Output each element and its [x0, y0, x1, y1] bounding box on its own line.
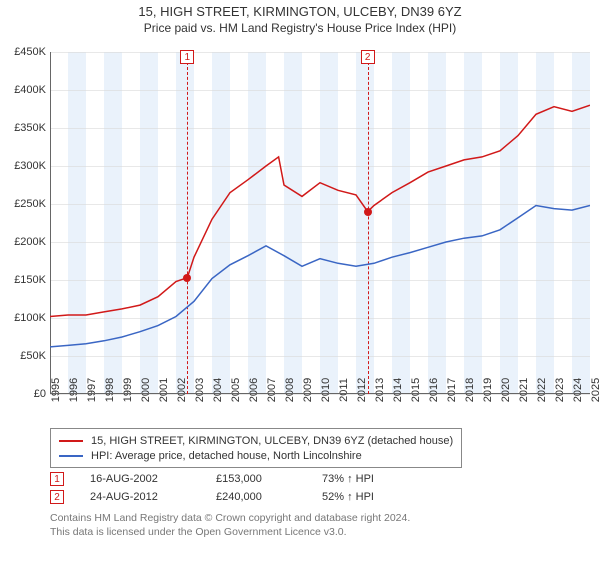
sale-row: 2 24-AUG-2012 £240,000 52% ↑ HPI — [50, 488, 402, 506]
page-title: 15, HIGH STREET, KIRMINGTON, ULCEBY, DN3… — [0, 4, 600, 19]
chart-lines — [50, 52, 590, 394]
y-axis-label: £400K — [4, 84, 46, 96]
y-axis-label: £150K — [4, 274, 46, 286]
y-axis-label: £450K — [4, 46, 46, 58]
sale-pct: 52% ↑ HPI — [322, 491, 402, 503]
sale-price: £153,000 — [216, 473, 296, 485]
y-axis-label: £100K — [4, 312, 46, 324]
sale-marker: 1 — [50, 472, 64, 486]
x-axis-label: 2025 — [590, 378, 600, 402]
legend-label: 15, HIGH STREET, KIRMINGTON, ULCEBY, DN3… — [91, 435, 453, 447]
sale-date: 16-AUG-2002 — [90, 473, 190, 485]
y-axis-label: £350K — [4, 122, 46, 134]
sale-dot — [364, 208, 372, 216]
sale-date: 24-AUG-2012 — [90, 491, 190, 503]
sale-dot — [183, 274, 191, 282]
series-hpi — [50, 206, 590, 347]
y-axis-label: £300K — [4, 160, 46, 172]
series-property — [50, 105, 590, 316]
footer-attribution: Contains HM Land Registry data © Crown c… — [50, 512, 410, 539]
legend-swatch — [59, 455, 83, 457]
page-subtitle: Price paid vs. HM Land Registry's House … — [0, 21, 600, 35]
legend-swatch — [59, 440, 83, 442]
sale-row: 1 16-AUG-2002 £153,000 73% ↑ HPI — [50, 470, 402, 488]
y-axis-label: £250K — [4, 198, 46, 210]
sale-marker: 2 — [50, 490, 64, 504]
footer-line: This data is licensed under the Open Gov… — [50, 526, 410, 540]
legend: 15, HIGH STREET, KIRMINGTON, ULCEBY, DN3… — [50, 428, 462, 468]
legend-label: HPI: Average price, detached house, Nort… — [91, 450, 362, 462]
sales-table: 1 16-AUG-2002 £153,000 73% ↑ HPI 2 24-AUG-201… — [50, 470, 402, 506]
legend-item: HPI: Average price, detached house, Nort… — [59, 448, 453, 463]
sale-pct: 73% ↑ HPI — [322, 473, 402, 485]
y-axis-label: £50K — [4, 350, 46, 362]
y-axis-label: £0 — [4, 388, 46, 400]
sale-price: £240,000 — [216, 491, 296, 503]
footer-line: Contains HM Land Registry data © Crown c… — [50, 512, 410, 526]
y-axis-label: £200K — [4, 236, 46, 248]
legend-item: 15, HIGH STREET, KIRMINGTON, ULCEBY, DN3… — [59, 433, 453, 448]
chart: £0£50K£100K£150K£200K£250K£300K£350K£400… — [50, 52, 590, 394]
